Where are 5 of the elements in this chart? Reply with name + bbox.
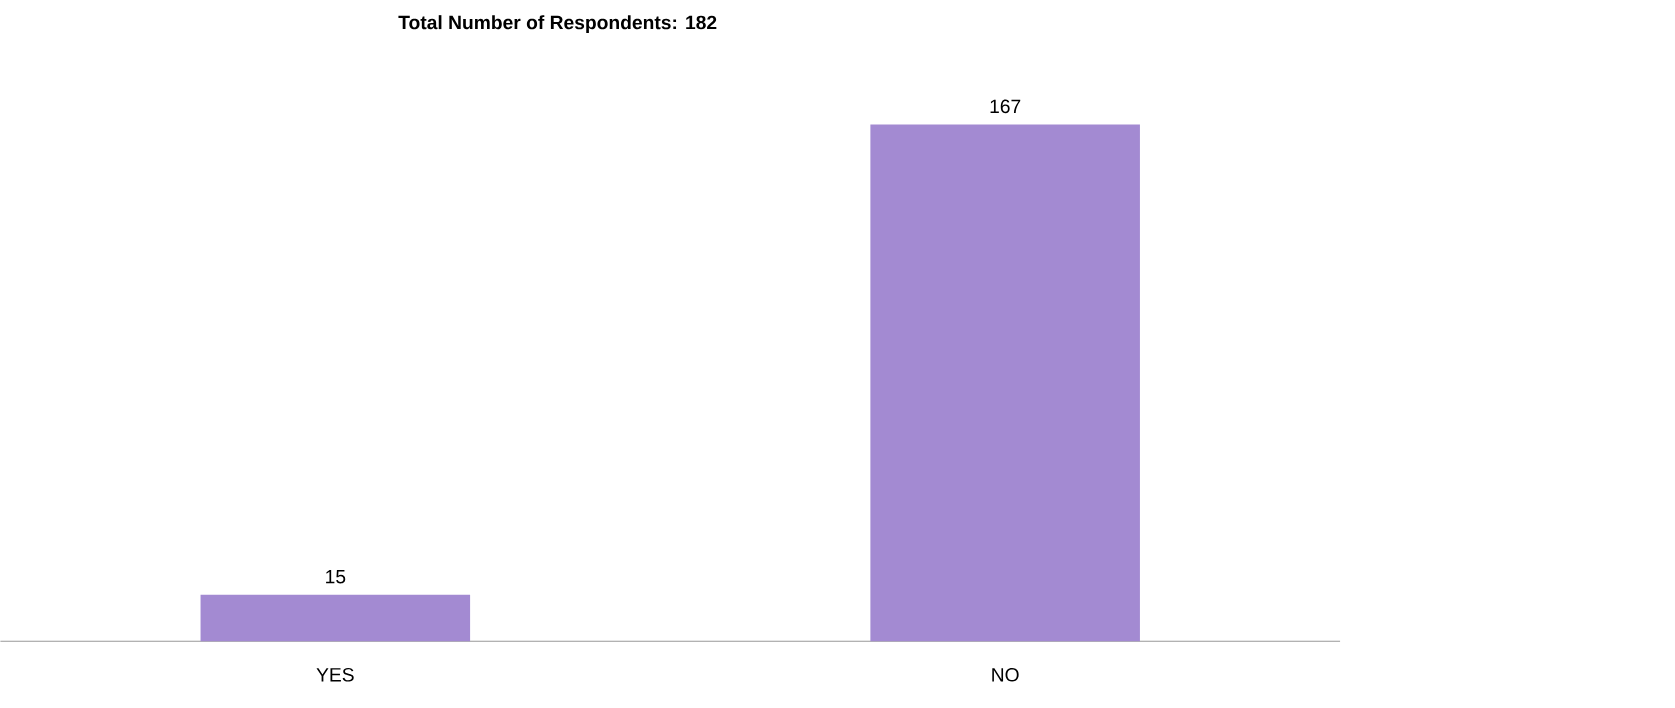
- x-tick-label: YES: [316, 667, 354, 682]
- chart-title: Total Number of Respondents: 182: [398, 15, 717, 34]
- data-label: 15: [326, 570, 346, 584]
- data-label: 167: [990, 99, 1021, 114]
- x-tick-label: NO: [992, 667, 1019, 682]
